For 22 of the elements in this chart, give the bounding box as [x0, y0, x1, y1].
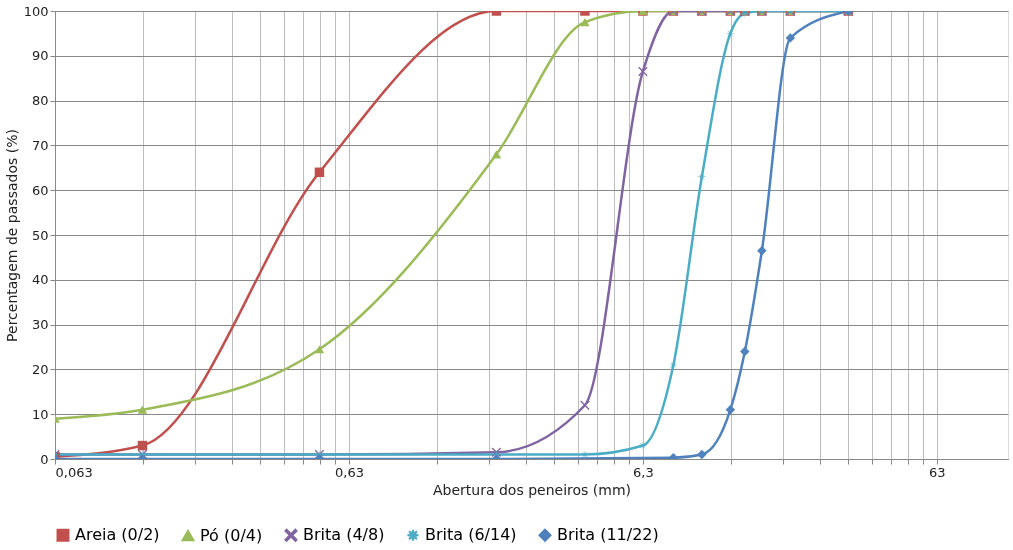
legend-label: Brita (11/22) [557, 525, 659, 545]
y-tick-label: 0 [40, 451, 49, 467]
x-axis-title: Abertura dos peneiros (mm) [432, 481, 632, 498]
y-tick-label: 100 [23, 3, 49, 19]
x-tick-label: 63 [929, 464, 946, 480]
y-tick-label: 40 [31, 272, 49, 288]
legend-label: Brita (4/8) [303, 525, 385, 545]
y-tick-label: 70 [31, 137, 49, 153]
y-tick-label: 30 [31, 317, 49, 333]
x-tick-label: 6,3 [633, 464, 654, 480]
y-tick-label: 50 [31, 227, 49, 243]
y-tick-label: 60 [31, 182, 49, 198]
y-tick-label: 10 [31, 406, 49, 422]
legend-label: Areia (0/2) [75, 525, 160, 545]
legend-label: Pó (0/4) [200, 525, 263, 545]
x-tick-label: 0,63 [334, 464, 364, 480]
y-tick-label: 90 [31, 48, 49, 64]
legend-label: Brita (6/14) [425, 525, 517, 545]
y-tick-label: 80 [31, 93, 49, 109]
y-axis-title: Percentagem de passados (%) [3, 129, 20, 342]
y-tick-label: 20 [31, 361, 49, 377]
x-tick-label: 0,063 [55, 464, 93, 480]
